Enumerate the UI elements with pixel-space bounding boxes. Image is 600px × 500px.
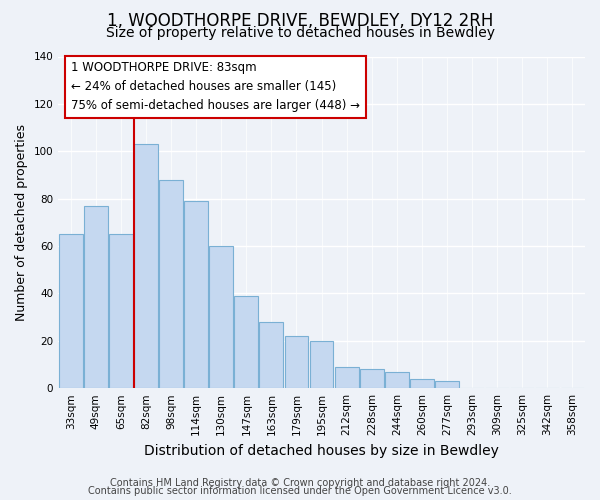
- Text: Contains public sector information licensed under the Open Government Licence v3: Contains public sector information licen…: [88, 486, 512, 496]
- Bar: [335, 367, 359, 388]
- Bar: [310, 341, 334, 388]
- Bar: [59, 234, 83, 388]
- Bar: [435, 381, 459, 388]
- Bar: [159, 180, 183, 388]
- Bar: [84, 206, 108, 388]
- Bar: [134, 144, 158, 388]
- Bar: [109, 234, 133, 388]
- Text: Contains HM Land Registry data © Crown copyright and database right 2024.: Contains HM Land Registry data © Crown c…: [110, 478, 490, 488]
- Y-axis label: Number of detached properties: Number of detached properties: [15, 124, 28, 321]
- X-axis label: Distribution of detached houses by size in Bewdley: Distribution of detached houses by size …: [144, 444, 499, 458]
- Bar: [209, 246, 233, 388]
- Text: Size of property relative to detached houses in Bewdley: Size of property relative to detached ho…: [106, 26, 494, 40]
- Bar: [184, 201, 208, 388]
- Text: 1, WOODTHORPE DRIVE, BEWDLEY, DY12 2RH: 1, WOODTHORPE DRIVE, BEWDLEY, DY12 2RH: [107, 12, 493, 30]
- Bar: [235, 296, 258, 388]
- Text: 1 WOODTHORPE DRIVE: 83sqm
← 24% of detached houses are smaller (145)
75% of semi: 1 WOODTHORPE DRIVE: 83sqm ← 24% of detac…: [71, 62, 361, 112]
- Bar: [284, 336, 308, 388]
- Bar: [259, 322, 283, 388]
- Bar: [385, 372, 409, 388]
- Bar: [360, 369, 383, 388]
- Bar: [410, 378, 434, 388]
